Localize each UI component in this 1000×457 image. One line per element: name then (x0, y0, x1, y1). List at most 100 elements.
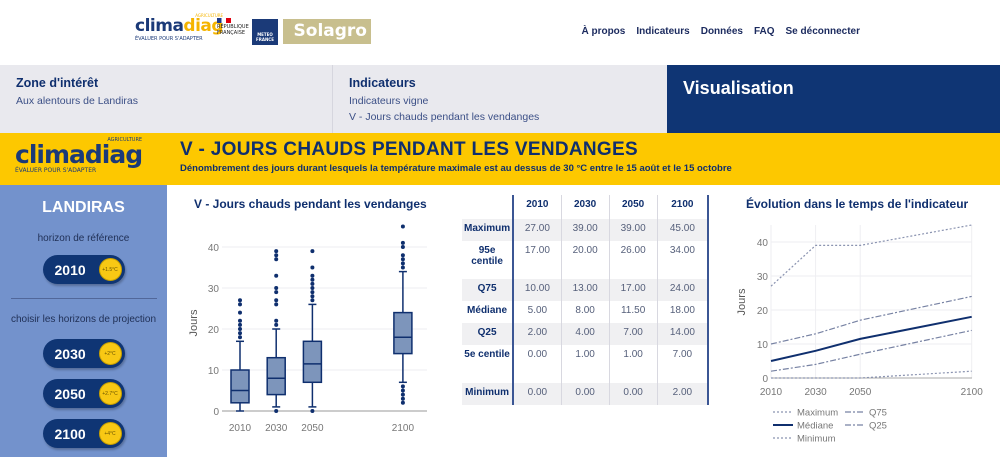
solagro-logo: Solagro (283, 19, 371, 44)
table-cell: 1.00 (560, 345, 610, 383)
table-row: 95e centile 17.00 20.00 26.00 34.00 (462, 241, 710, 279)
row-label: Minimum (462, 383, 515, 405)
row-label: Maximum (462, 219, 515, 241)
legend-label: Q75 (869, 408, 887, 419)
table-cell: 1.00 (608, 345, 658, 383)
stats-table: 2010 2030 2050 2100 Maximum 27.00 39.00 39.… (462, 195, 710, 405)
outlier-point (274, 298, 279, 303)
outlier-point (274, 409, 279, 413)
legend-label: Médiane (797, 421, 833, 432)
x-tick-label: 2030 (804, 387, 827, 398)
outlier-point (238, 318, 242, 323)
x-tick-label: 2100 (961, 387, 984, 398)
indicator-subtitle: Dénombrement des jours durant lesquels l… (180, 163, 732, 174)
outlier-point (274, 249, 279, 254)
france-map-icon: +2.7°C (98, 382, 122, 405)
crumb-zone[interactable]: Zone d'intérêt Aux alentours de Landiras (0, 65, 333, 133)
legend-label: Minimum (797, 434, 836, 445)
table-row: Minimum 0.00 0.00 0.00 2.00 (462, 383, 710, 405)
y-tick-label: 10 (208, 366, 220, 377)
outlier-point (238, 327, 242, 331)
outlier-point (310, 273, 315, 278)
outlier-point (238, 310, 242, 315)
table-row: Maximum 27.00 39.00 39.00 45.00 (462, 219, 710, 241)
table-cell: 0.00 (512, 345, 562, 383)
horizon-2050-button[interactable]: 2050 +2.7°C (42, 379, 125, 408)
outlier-point (400, 257, 405, 262)
outlier-point (400, 240, 405, 245)
nav-donnees[interactable]: Données (700, 26, 743, 37)
outlier-point (274, 273, 279, 278)
place-name: LANDIRAS (42, 199, 125, 216)
outlier-point (238, 302, 242, 307)
row-label: Médiane (462, 301, 515, 323)
table-cell: 39.00 (560, 219, 610, 241)
x-tick-label: 2010 (229, 423, 252, 434)
series-line-q75 (770, 295, 972, 345)
outlier-point (310, 249, 315, 254)
y-tick-label: 0 (762, 374, 768, 385)
republique-francaise-logo: RÉPUBLIQUE FRANÇAISE (217, 18, 251, 36)
y-tick-label: 20 (208, 325, 220, 336)
outlier-point (310, 290, 315, 295)
outlier-point (238, 335, 242, 340)
table-cell: 13.00 (560, 279, 610, 301)
outlier-point (274, 253, 279, 258)
series-line-maximum (770, 224, 972, 287)
crumb-visualisation[interactable]: Visualisation (667, 65, 1000, 133)
nav-indicateurs[interactable]: Indicateurs (636, 26, 690, 37)
climadiag-banner-logo: climadiag AGRICULTURE ÉVALUER POUR S'ADAPT… (15, 137, 143, 174)
table-cell: 39.00 (608, 219, 658, 241)
france-map-icon: +4°C (98, 422, 122, 445)
horizon-2100-button[interactable]: 2100 +4°C (42, 419, 125, 448)
outlier-point (400, 261, 405, 266)
table-cell: 7.00 (608, 323, 658, 345)
outlier-point (274, 286, 279, 290)
y-axis-label: Jours (188, 309, 200, 336)
line-chart-title: Évolution dans le temps de l'indicateur (746, 197, 969, 211)
meteo-france-logo: METEO FRANCE (252, 19, 278, 45)
table-row: 5e centile 0.00 1.00 1.00 7.00 (462, 345, 710, 383)
y-tick-label: 40 (757, 238, 769, 249)
outlier-point (238, 331, 242, 336)
table-cell: 14.00 (656, 323, 710, 345)
table-cell: 17.00 (512, 241, 562, 279)
table-cell: 17.00 (608, 279, 658, 301)
table-cell: 20.00 (560, 241, 610, 279)
horizon-2010-button[interactable]: 2010 +1.5°C (42, 255, 125, 284)
climadiag-logo[interactable]: climadiag AGRICULTURE ÉVALUER POUR S'ADAPT… (135, 13, 224, 42)
col-header: 2010 (512, 195, 562, 219)
row-label: Q25 (462, 323, 515, 345)
indicator-title: V - JOURS CHAUDS PENDANT LES VENDANGES (180, 139, 638, 160)
table-cell: 18.00 (656, 301, 710, 323)
crumb-indicateurs[interactable]: Indicateurs Indicateurs vigne V - Jours ch… (349, 76, 540, 123)
table-cell: 27.00 (512, 219, 562, 241)
nav-faq[interactable]: FAQ (753, 26, 775, 37)
nav-logout[interactable]: Se déconnecter (785, 26, 860, 37)
x-tick-label: 2010 (760, 387, 783, 398)
outlier-point (400, 253, 405, 258)
col-header: 2050 (608, 195, 658, 219)
row-label: Q75 (462, 279, 515, 301)
y-tick-label: 40 (208, 243, 220, 254)
divider (10, 298, 157, 299)
row-label: 95e centile (462, 241, 515, 279)
row-label: 5e centile (462, 345, 515, 383)
table-cell: 0.00 (560, 383, 610, 405)
box-2010 (230, 369, 250, 404)
col-header: 2030 (560, 195, 610, 219)
breadcrumb: Zone d'intérêt Aux alentours de Landiras … (0, 65, 1000, 133)
table-cell: 34.00 (656, 241, 710, 279)
table-cell: 8.00 (560, 301, 610, 323)
nav-a-propos[interactable]: À propos (581, 26, 626, 37)
legend-label: Q25 (869, 421, 887, 432)
outlier-point (238, 298, 242, 303)
boxplot-title: V - Jours chauds pendant les vendanges (194, 197, 427, 211)
horizon-2030-button[interactable]: 2030 +2°C (42, 339, 125, 368)
outlier-point (400, 245, 405, 249)
table-cell: 26.00 (608, 241, 658, 279)
outlier-point (310, 277, 315, 282)
outlier-point (238, 322, 242, 327)
outlier-point (274, 322, 279, 327)
